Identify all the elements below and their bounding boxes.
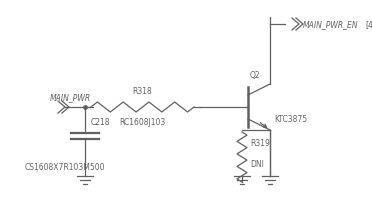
Text: R319: R319 [250, 138, 270, 147]
Text: C218: C218 [91, 117, 110, 126]
Text: MAIN_PWR_EN: MAIN_PWR_EN [303, 20, 359, 29]
Text: RC1608J103: RC1608J103 [119, 117, 166, 126]
Text: [4]: [4] [365, 20, 372, 29]
Text: MAIN_PWR: MAIN_PWR [50, 93, 91, 101]
Text: R318: R318 [133, 87, 153, 96]
Text: Q2: Q2 [250, 71, 261, 80]
Text: DNI: DNI [250, 159, 264, 168]
Text: CS1608X7R103M500: CS1608X7R103M500 [25, 162, 106, 171]
Text: KTC3875: KTC3875 [274, 115, 307, 124]
